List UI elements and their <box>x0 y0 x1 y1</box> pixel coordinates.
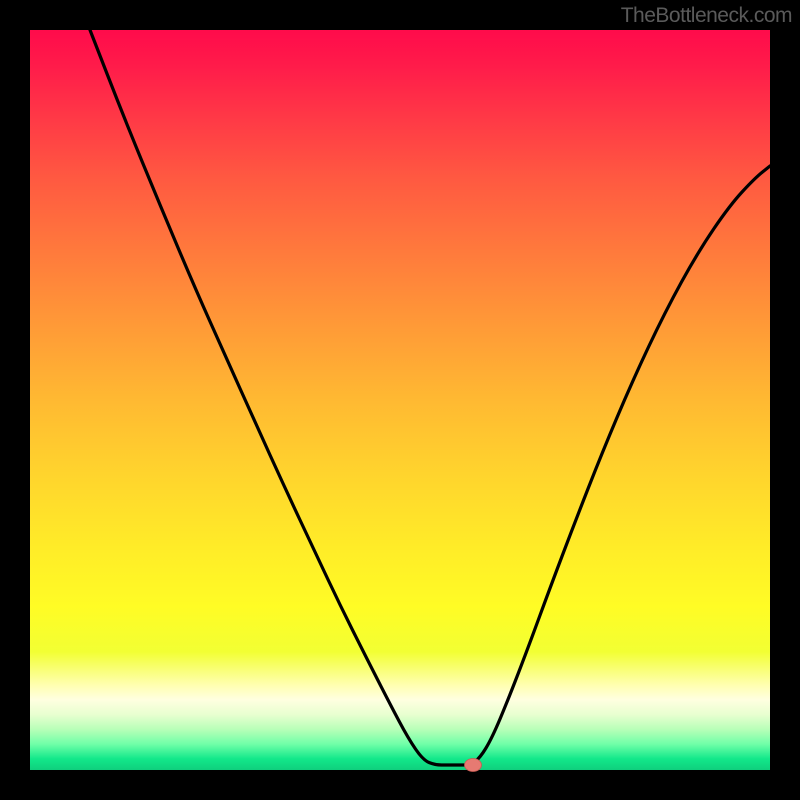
watermark-label: TheBottleneck.com <box>621 4 792 28</box>
plot-area <box>30 30 770 770</box>
optimal-point-marker <box>465 759 482 772</box>
chart-svg <box>0 0 800 800</box>
bottleneck-chart: TheBottleneck.com <box>0 0 800 800</box>
